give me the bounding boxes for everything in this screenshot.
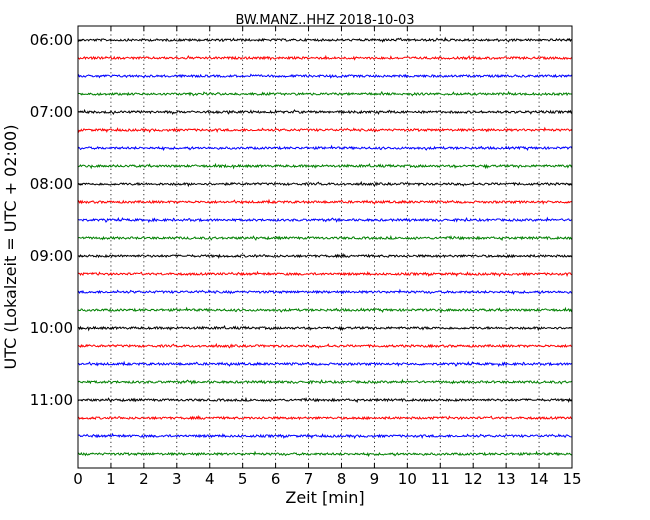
- seismic-trace: [77, 306, 573, 314]
- y-tick-label: 09:00: [30, 247, 73, 265]
- x-tick-label: 10: [398, 470, 417, 488]
- x-tick-label: 6: [271, 470, 281, 488]
- trace-group: [77, 36, 573, 458]
- ticks: 0 1 2 3 4 5 6 7 8 9 10 11 12 13 14 1506:0007:0008:0009:…: [30, 26, 582, 488]
- seismic-trace: [77, 270, 573, 278]
- x-tick-label: 12: [464, 470, 483, 488]
- seismic-trace: [77, 126, 573, 134]
- x-axis-label: Zeit [min]: [285, 488, 364, 507]
- x-tick-label: 11: [431, 470, 450, 488]
- seismic-trace: [77, 234, 573, 242]
- x-tick-label: 4: [205, 470, 215, 488]
- seismic-trace: [77, 288, 573, 296]
- seismic-trace: [77, 144, 573, 152]
- seismic-trace: [77, 432, 573, 440]
- seismic-trace: [77, 36, 573, 43]
- chart-title: BW.MANZ..HHZ 2018-10-03: [235, 13, 414, 28]
- seismic-trace: [77, 73, 573, 79]
- x-tick-label: 14: [530, 470, 549, 488]
- seismic-trace: [77, 54, 573, 61]
- seismic-trace: [77, 90, 573, 97]
- x-tick-label: 1: [106, 470, 116, 488]
- y-tick-label: 11:00: [30, 391, 73, 409]
- seismic-trace: [77, 108, 573, 116]
- x-tick-label: 0: [73, 470, 83, 488]
- seismic-trace: [77, 360, 573, 368]
- x-tick-label: 15: [562, 470, 581, 488]
- seismic-trace: [77, 162, 573, 170]
- x-tick-label: 7: [304, 470, 314, 488]
- seismic-trace: [77, 378, 573, 385]
- x-tick-label: 3: [172, 470, 182, 488]
- x-tick-label: 9: [370, 470, 380, 488]
- x-tick-label: 5: [238, 470, 248, 488]
- seismic-trace: [77, 342, 573, 349]
- y-tick-label: 08:00: [30, 175, 73, 193]
- seismic-trace: [77, 450, 573, 458]
- plot-frame: [77, 25, 573, 469]
- seismic-trace: [77, 216, 573, 224]
- seismic-trace: [77, 324, 573, 332]
- y-tick-label: 10:00: [30, 319, 73, 337]
- seismic-trace: [77, 414, 573, 421]
- x-tick-label: 2: [139, 470, 149, 488]
- y-tick-label: 07:00: [30, 103, 73, 121]
- y-tick-label: 06:00: [30, 31, 73, 49]
- x-tick-label: 13: [497, 470, 516, 488]
- seismic-trace: [77, 198, 573, 205]
- seismic-trace: [77, 396, 573, 404]
- x-tick-label: 8: [337, 470, 347, 488]
- seismic-trace: [77, 252, 573, 259]
- seismic-trace: [77, 180, 573, 188]
- y-axis-label: UTC (Lokalzeit = UTC + 02:00): [1, 125, 20, 370]
